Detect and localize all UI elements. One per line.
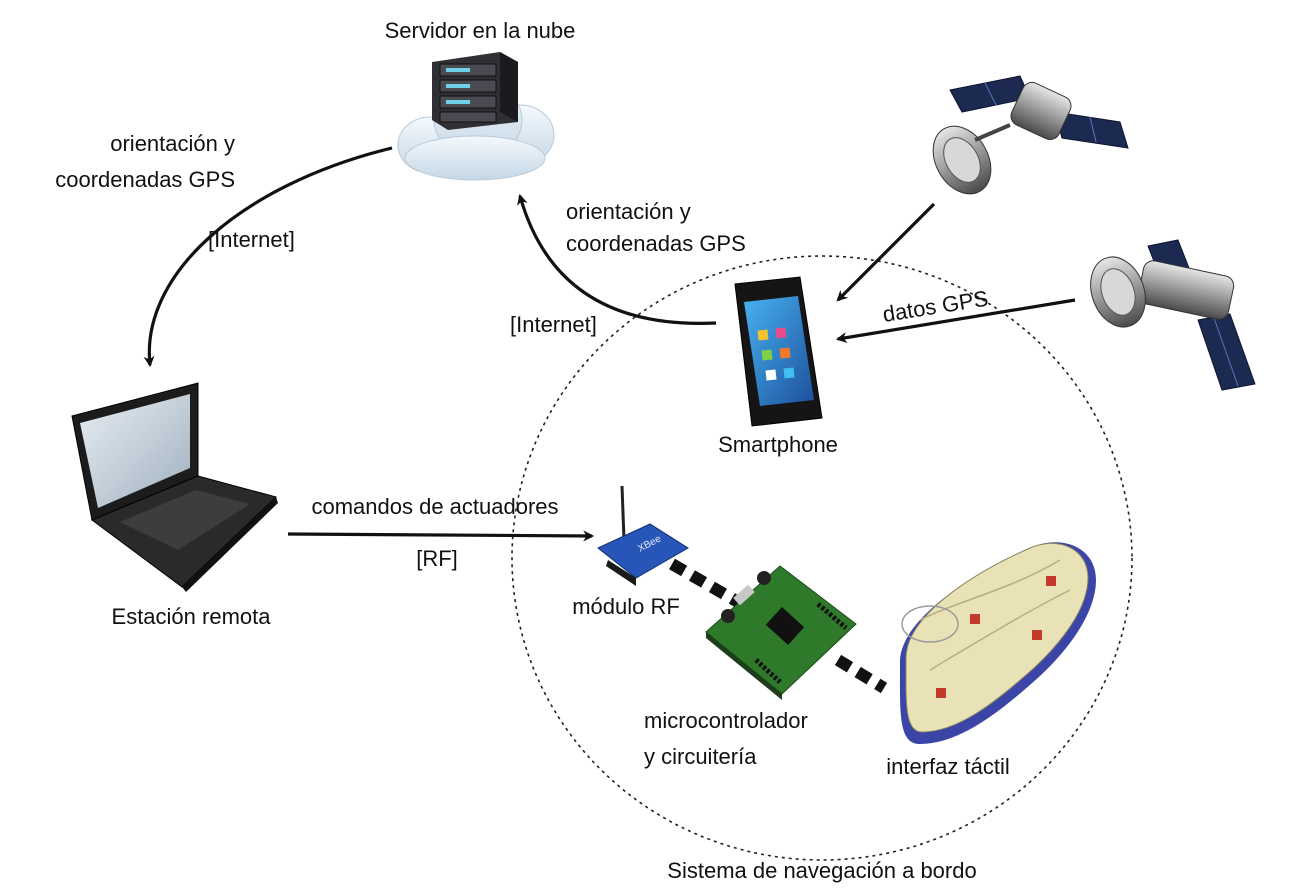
gps-satellite-1-icon [932, 75, 1129, 195]
label-rf-channel: [RF] [416, 546, 458, 571]
arrow-satellite1-to-phone [836, 202, 936, 302]
arrow-phone-to-cloud [517, 193, 717, 325]
label-phone-cloud-line2: coordenadas GPS [566, 231, 746, 256]
wire-mcu-to-insole [834, 654, 888, 694]
wire-rf-to-mcu [669, 558, 741, 608]
cloud-server-icon [397, 52, 555, 181]
rf-module-icon: XBee [597, 485, 689, 586]
label-cloud-station-line1: orientación y [110, 131, 235, 156]
gps-satellite-2-icon [1090, 239, 1256, 391]
tactile-insole-icon [899, 542, 1096, 744]
label-microcontroller-line1: microcontrolador [644, 708, 808, 733]
smartphone-icon [734, 276, 823, 427]
label-cloud-server: Servidor en la nube [385, 18, 576, 43]
label-smartphone: Smartphone [718, 432, 838, 457]
label-gps-data: datos GPS [881, 286, 990, 327]
arrow-satellite2-to-phone [835, 298, 1076, 343]
label-cloud-station-channel: [Internet] [208, 227, 295, 252]
label-phone-cloud-line1: orientación y [566, 199, 691, 224]
onboard-system-boundary [511, 255, 1133, 861]
label-tactile-interface: interfaz táctil [886, 754, 1010, 779]
label-rf-module: módulo RF [572, 594, 680, 619]
microcontroller-board-icon [705, 565, 857, 700]
arrow-station-to-rf-module [287, 530, 595, 542]
label-remote-station: Estación remota [112, 604, 272, 629]
label-phone-cloud-channel: [Internet] [510, 312, 597, 337]
arrow-cloud-to-station [143, 146, 393, 368]
label-onboard-system: Sistema de navegación a bordo [667, 858, 976, 883]
label-cloud-station-line2: coordenadas GPS [55, 167, 235, 192]
laptop-icon [71, 382, 278, 592]
label-microcontroller-line2: y circuitería [644, 744, 757, 769]
label-actuator-commands: comandos de actuadores [311, 494, 558, 519]
